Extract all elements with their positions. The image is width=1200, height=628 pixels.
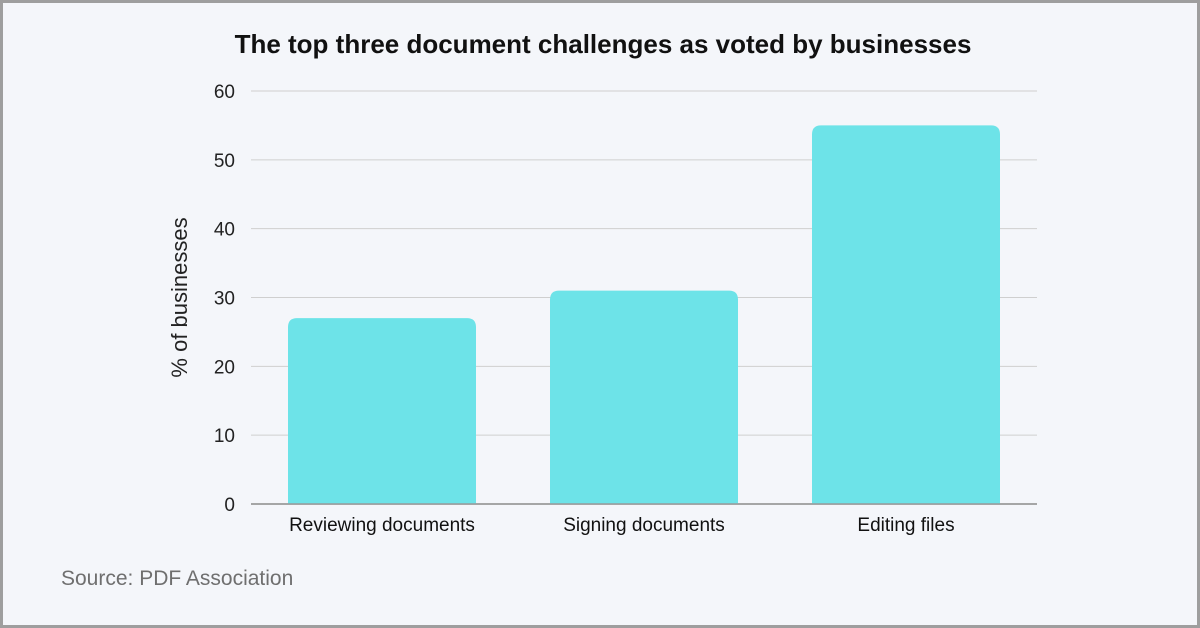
- bar: [288, 318, 476, 504]
- chart-title: The top three document challenges as vot…: [234, 29, 972, 59]
- bar-chart: 0 10 20 30 40 50 60 % of businesses Reviewing do…: [167, 82, 1037, 536]
- x-tick-label: Signing documents: [563, 515, 725, 536]
- x-tick-label: Reviewing documents: [289, 515, 475, 536]
- y-axis-label: % of businesses: [167, 217, 192, 377]
- y-tick-label: 40: [214, 220, 235, 241]
- y-tick-label: 0: [224, 495, 235, 516]
- source-note: Source: PDF Association: [61, 567, 294, 590]
- y-tick-label: 50: [214, 151, 235, 172]
- bar: [812, 125, 1000, 505]
- x-tick-label: Editing files: [857, 515, 954, 536]
- y-tick-label: 30: [214, 289, 235, 310]
- y-tick-label: 20: [214, 357, 235, 378]
- y-tick-label: 60: [214, 82, 235, 103]
- bar: [550, 290, 738, 504]
- y-tick-label: 10: [214, 426, 235, 447]
